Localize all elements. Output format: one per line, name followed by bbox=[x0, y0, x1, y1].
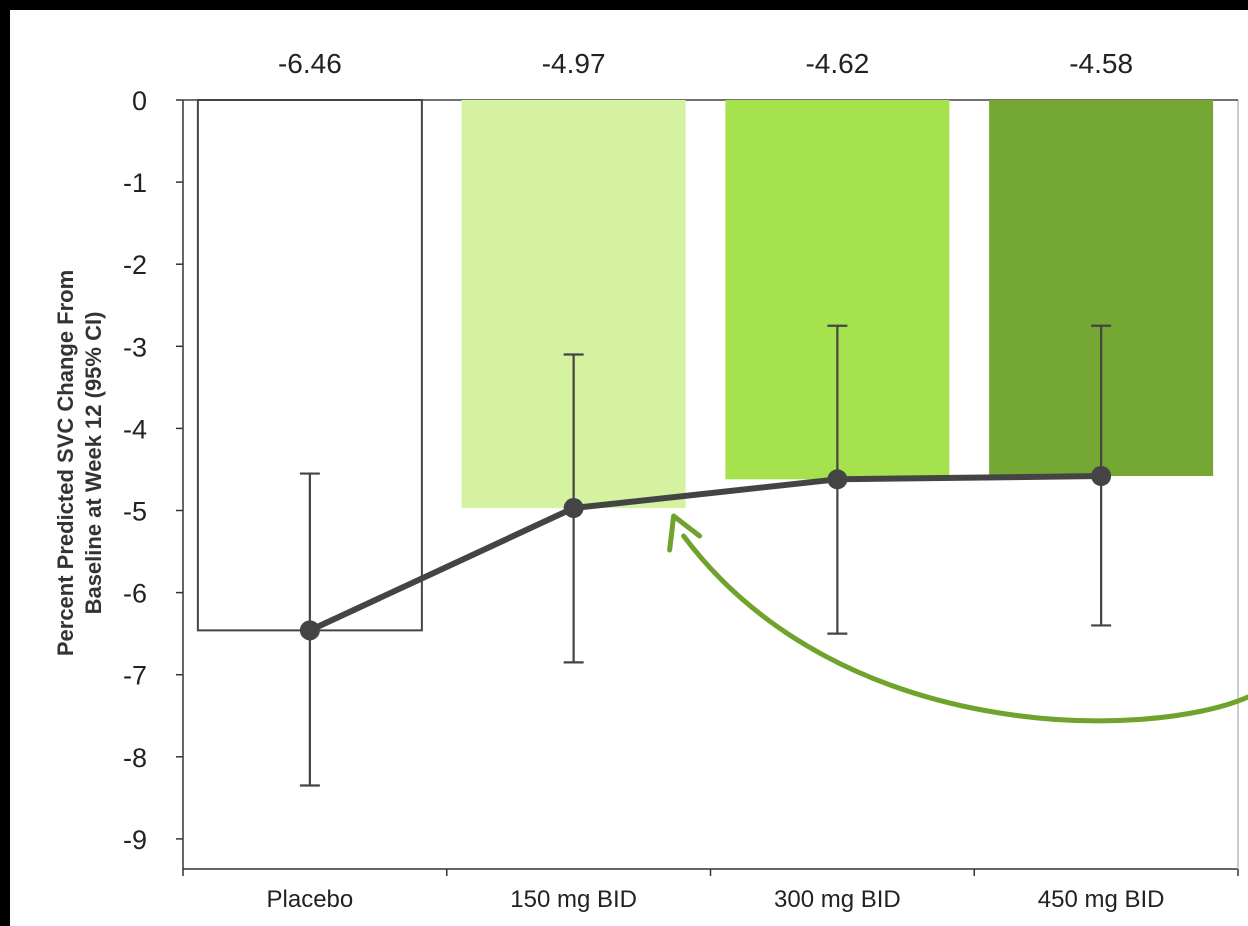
mean-point bbox=[563, 498, 584, 519]
y-tick-label: -1 bbox=[123, 168, 147, 198]
value-label: -4.58 bbox=[1069, 48, 1133, 79]
y-axis-title-line: Baseline at Week 12 (95% CI) bbox=[81, 312, 106, 615]
y-axis-title-line: Percent Predicted SVC Change From bbox=[53, 270, 78, 656]
chart-axes: 0 -1 -2 -3 -4 -5 -6 -7 -8 -9 Percent Predicted SVC… bbox=[53, 86, 1239, 876]
annotation-arrow-group bbox=[667, 513, 1248, 724]
y-axis-title: Percent Predicted SVC Change From Baselin… bbox=[53, 270, 106, 656]
bar-chart: 0 -1 -2 -3 -4 -5 -6 -7 -8 -9 Percent Predicted SVC… bbox=[53, 48, 1248, 913]
y-tick-label: 0 bbox=[132, 86, 147, 116]
category-label: 450 mg BID bbox=[1038, 886, 1165, 913]
value-label: -6.46 bbox=[278, 48, 342, 79]
y-tick-label: -7 bbox=[123, 661, 147, 691]
labels-group: -6.46 Placebo -4.97 150 mg BID -4.62 300 mg B… bbox=[267, 48, 1165, 913]
y-tick-label: -9 bbox=[123, 825, 147, 855]
mean-trend-line bbox=[308, 473, 1102, 634]
value-label: -4.97 bbox=[542, 48, 606, 79]
y-tick-label: -6 bbox=[123, 579, 147, 609]
y-tick-label: -3 bbox=[123, 332, 147, 362]
category-label: Placebo bbox=[267, 886, 354, 913]
mean-point bbox=[1091, 466, 1112, 487]
annotation-arrow-curve bbox=[681, 533, 1248, 724]
category-label: 300 mg BID bbox=[774, 886, 901, 913]
trend-line-group bbox=[299, 466, 1112, 641]
bars-group bbox=[196, 99, 1214, 632]
y-tick-label: -8 bbox=[123, 743, 147, 773]
y-tick-label: -2 bbox=[123, 250, 147, 280]
mean-point bbox=[827, 469, 848, 490]
y-tick-label: -4 bbox=[123, 414, 147, 444]
category-label: 150 mg BID bbox=[510, 886, 637, 913]
annotation-arrowhead bbox=[667, 513, 703, 553]
value-label: -4.62 bbox=[805, 48, 869, 79]
y-tick-label: -5 bbox=[123, 497, 147, 527]
mean-point bbox=[299, 620, 320, 641]
